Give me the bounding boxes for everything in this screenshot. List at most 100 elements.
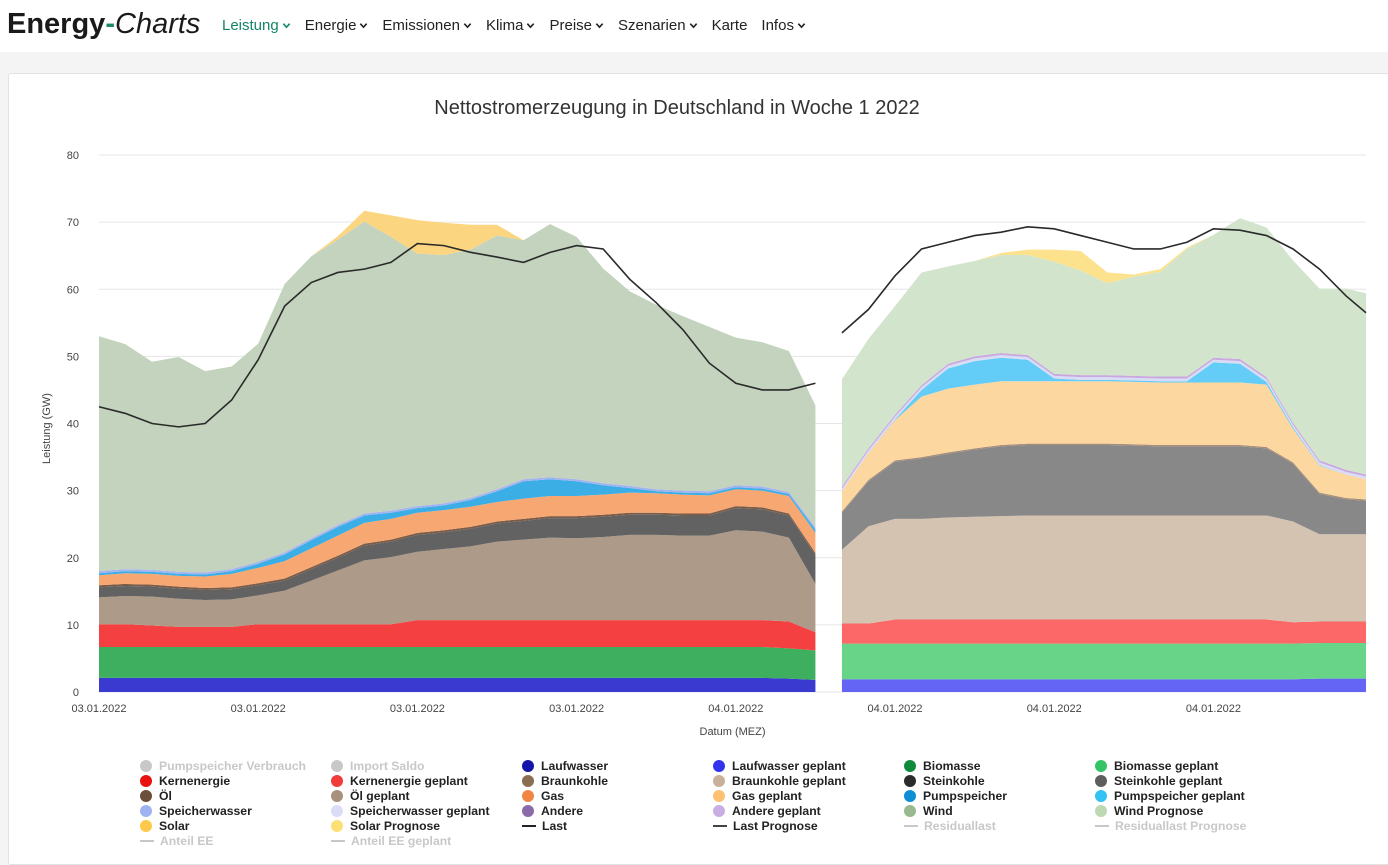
legend-label: Öl geplant xyxy=(350,788,410,803)
legend-line-icon xyxy=(331,839,345,842)
legend-item-last[interactable]: Last xyxy=(522,818,567,833)
legend-item-laufwasser-geplant[interactable]: Laufwasser geplant xyxy=(713,758,846,773)
legend-item-laufwasser[interactable]: Laufwasser xyxy=(522,758,608,773)
legend-item-andere-geplant[interactable]: Andere geplant xyxy=(713,803,821,818)
legend-label: Steinkohle xyxy=(923,773,985,788)
nav-item-emissionen[interactable]: Emissionen xyxy=(382,14,472,36)
legend-dot-icon xyxy=(522,759,534,772)
legend-item-oel[interactable]: Öl xyxy=(140,788,172,803)
legend-dot-icon xyxy=(1095,804,1107,817)
legend-dot-icon xyxy=(713,774,725,787)
x-tick-label: 04.01.2022 xyxy=(708,703,763,715)
chevron-down-icon xyxy=(360,22,368,28)
brand-dash: - xyxy=(105,8,115,40)
nav-item-klima[interactable]: Klima xyxy=(486,14,536,36)
chevron-down-icon xyxy=(595,22,604,28)
legend-item-pumpspeicher[interactable]: Pumpspeicher xyxy=(904,788,1007,803)
legend-label: Anteil EE xyxy=(160,833,214,848)
line-last xyxy=(98,242,816,428)
legend-label: Braunkohle geplant xyxy=(732,773,846,788)
legend-item-residuallast-prognose[interactable]: Residuallast Prognose xyxy=(1095,818,1246,833)
legend-item-kernenergie-geplant[interactable]: Kernenergie geplant xyxy=(331,773,468,788)
legend-dot-icon xyxy=(713,789,725,802)
nav-item-label: Infos xyxy=(761,16,794,34)
legend-item-steinkohle[interactable]: Steinkohle xyxy=(904,773,985,788)
legend-item-braunkohle[interactable]: Braunkohle xyxy=(522,773,608,788)
nav-item-label: Leistung xyxy=(222,16,279,34)
legend-dot-icon xyxy=(713,804,725,817)
legend-item-residuallast[interactable]: Residuallast xyxy=(904,818,996,833)
legend-label: Kernenergie xyxy=(159,773,231,788)
legend-dot-icon xyxy=(331,759,343,772)
legend-label: Braunkohle xyxy=(541,773,609,788)
legend-item-braunkohle-geplant[interactable]: Braunkohle geplant xyxy=(713,773,846,788)
legend-label: Gas geplant xyxy=(732,788,802,803)
legend-item-pumpspeicher-verbrauch[interactable]: Pumpspeicher Verbrauch xyxy=(140,758,306,773)
legend-item-andere[interactable]: Andere xyxy=(522,803,583,818)
legend-dot-icon xyxy=(140,789,152,802)
nav-item-label: Preise xyxy=(549,16,593,34)
legend-item-oel-geplant[interactable]: Öl geplant xyxy=(331,788,410,803)
brand-part-energy: Energy xyxy=(7,8,106,40)
legend-item-speicherwasser[interactable]: Speicherwasser xyxy=(140,803,252,818)
nav-item-karte[interactable]: Karte xyxy=(712,14,748,36)
legend-item-wind[interactable]: Wind xyxy=(904,803,953,818)
x-tick-label: 04.01.2022 xyxy=(867,703,922,715)
legend-label: Öl xyxy=(159,788,172,803)
legend-label: Last Prognose xyxy=(733,818,818,833)
legend-item-solar-prognose[interactable]: Solar Prognose xyxy=(331,818,440,833)
nav-item-energie[interactable]: Energie xyxy=(305,14,369,36)
legend-dot-icon xyxy=(522,774,534,787)
nav-item-szenarien[interactable]: Szenarien xyxy=(618,14,698,36)
x-tick-label: 03.01.2022 xyxy=(390,703,445,715)
legend-label: Pumpspeicher geplant xyxy=(1114,788,1245,803)
brand-logo[interactable]: Energy-Charts xyxy=(7,6,200,42)
legend-dot-icon xyxy=(904,759,916,772)
legend-item-anteil-ee[interactable]: Anteil EE xyxy=(140,833,214,848)
legend-item-wind-prognose[interactable]: Wind Prognose xyxy=(1095,803,1203,818)
legend-line-icon xyxy=(713,824,727,827)
legend-item-last-prognose[interactable]: Last Prognose xyxy=(713,818,818,833)
legend-dot-icon xyxy=(140,759,152,772)
legend-dot-icon xyxy=(904,789,916,802)
y-tick-label: 30 xyxy=(67,486,79,498)
legend-dot-icon xyxy=(331,789,343,802)
legend-label: Anteil EE geplant xyxy=(351,833,452,848)
legend-line-icon xyxy=(904,824,918,827)
legend-label: Biomasse xyxy=(923,758,981,773)
nav-item-label: Klima xyxy=(485,16,524,34)
chevron-down-icon xyxy=(689,22,697,28)
legend-item-solar[interactable]: Solar xyxy=(140,818,189,833)
legend-item-import-saldo[interactable]: Import Saldo xyxy=(331,758,424,773)
legend-dot-icon xyxy=(140,819,152,832)
legend-item-biomasse-geplant[interactable]: Biomasse geplant xyxy=(1095,758,1218,773)
nav-item-leistung[interactable]: Leistung xyxy=(222,14,291,36)
area-kernenergie-geplant xyxy=(841,619,1366,644)
legend-item-pumpspeicher-geplant[interactable]: Pumpspeicher geplant xyxy=(1095,788,1245,803)
nav-item-label: Szenarien xyxy=(618,16,686,34)
legend-item-speicherwasser-geplant[interactable]: Speicherwasser geplant xyxy=(331,803,490,818)
legend-label: Laufwasser xyxy=(541,758,609,773)
legend-item-kernenergie[interactable]: Kernenergie xyxy=(140,773,230,788)
chevron-down-icon xyxy=(797,22,806,28)
chart-title: Nettostromerzeugung in Deutschland in Wo… xyxy=(434,97,919,119)
nav-item-infos[interactable]: Infos xyxy=(761,14,806,36)
legend-item-anteil-ee-geplant[interactable]: Anteil EE geplant xyxy=(331,833,451,848)
legend-dot-icon xyxy=(331,819,343,832)
y-tick-label: 80 xyxy=(67,150,79,162)
legend-item-gas-geplant[interactable]: Gas geplant xyxy=(713,788,802,803)
legend-line-icon xyxy=(522,824,536,827)
y-tick-label: 60 xyxy=(67,284,79,296)
nav-item-preise[interactable]: Preise xyxy=(549,14,604,36)
legend-item-biomasse[interactable]: Biomasse xyxy=(904,758,981,773)
legend-label: Last xyxy=(542,818,568,833)
area-biomasse xyxy=(99,647,816,680)
legend-item-gas[interactable]: Gas xyxy=(522,788,564,803)
area-pumpspeicher xyxy=(99,479,816,577)
chevron-down-icon xyxy=(463,22,472,28)
area-wind-prognose xyxy=(841,218,1366,487)
chevron-down-icon xyxy=(282,22,290,28)
legend-item-steinkohle-geplant[interactable]: Steinkohle geplant xyxy=(1095,773,1222,788)
legend-dot-icon xyxy=(1095,789,1107,802)
x-axis-label: Datum (MEZ) xyxy=(700,726,766,738)
